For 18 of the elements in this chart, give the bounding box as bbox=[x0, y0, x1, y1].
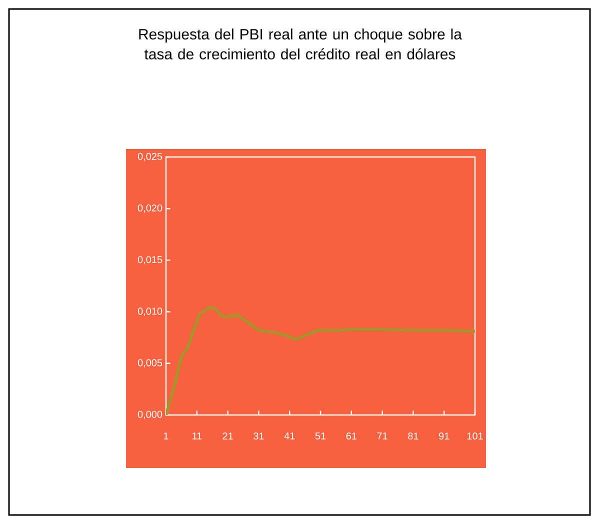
x-tick-label: 41 bbox=[284, 432, 295, 440]
x-tick-label: 61 bbox=[346, 432, 356, 440]
chart-title: Respuesta del PBI real ante un choque sobre la tasa de crecimiento del crédito real en dólares bbox=[139, 28, 462, 60]
x-tick-label: 21 bbox=[222, 432, 233, 440]
x-tick-label: 51 bbox=[315, 432, 326, 440]
x-tick-label: 81 bbox=[408, 432, 418, 440]
x-tick-label: 101 bbox=[467, 432, 483, 440]
x-tick-label: 1 bbox=[164, 432, 168, 440]
y-tick-label: 0,015 bbox=[138, 256, 162, 264]
x-tick-label: 11 bbox=[192, 432, 202, 440]
x-tick-label: 91 bbox=[439, 432, 450, 440]
y-tick-label: 0,025 bbox=[138, 152, 162, 162]
y-tick-label: 0,005 bbox=[138, 359, 162, 368]
x-tick-label: 71 bbox=[377, 432, 388, 440]
y-tick-label: 0,020 bbox=[138, 204, 162, 213]
x-tick-label: 31 bbox=[254, 432, 264, 440]
y-tick-label: 0,000 bbox=[138, 410, 162, 420]
y-tick-label: 0,010 bbox=[138, 308, 162, 316]
